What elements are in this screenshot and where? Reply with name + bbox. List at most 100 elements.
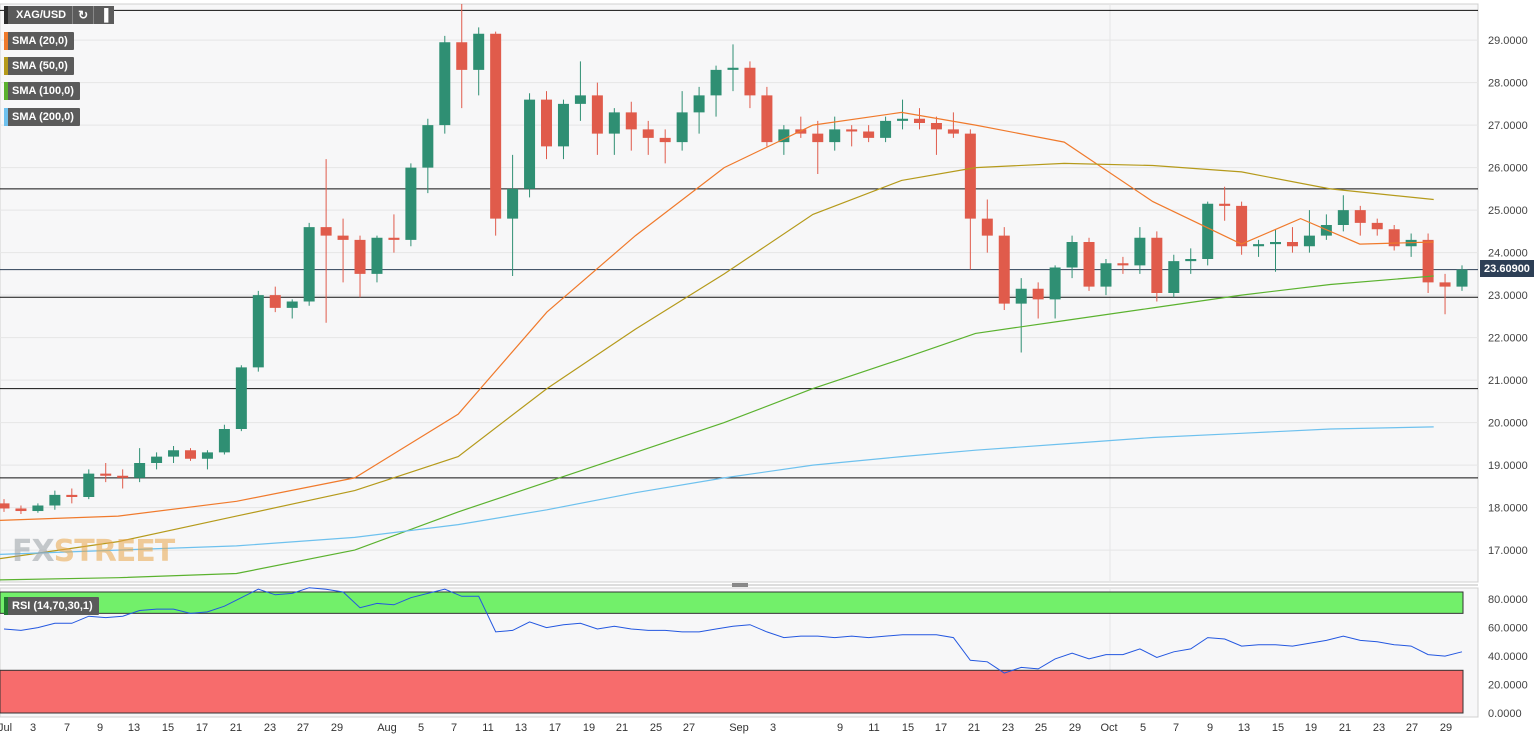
- y-tick-label: 27.0000: [1488, 120, 1528, 132]
- candle-body: [473, 33, 485, 70]
- candle-body: [1134, 237, 1146, 266]
- candle-body: [32, 505, 44, 512]
- x-tick-label: 21: [616, 722, 628, 734]
- y-tick-label: 21.0000: [1488, 375, 1528, 387]
- symbol-bar[interactable]: XAG/USD ↻ ▐: [4, 6, 115, 24]
- rsi-swatch: [4, 597, 8, 615]
- y-tick-label: 23.0000: [1488, 290, 1528, 302]
- candle-body: [49, 494, 61, 506]
- rsi-line: [3, 587, 1463, 674]
- sma20-legend[interactable]: SMA (20,0): [4, 32, 74, 50]
- candle-body: [218, 429, 230, 453]
- x-tick-label: 9: [837, 722, 843, 734]
- candle-body: [880, 120, 892, 138]
- candle-body: [1083, 242, 1095, 287]
- x-tick-label: 27: [1406, 722, 1418, 734]
- candle-body: [439, 42, 451, 126]
- last-price-label: 23.60900: [1480, 260, 1534, 277]
- candle-body: [100, 473, 112, 476]
- sma50-legend[interactable]: SMA (50,0): [4, 57, 74, 75]
- candle-body: [1439, 282, 1451, 287]
- y-tick-label: 29.0000: [1488, 35, 1528, 47]
- rsi-tick-label: 20.0000: [1488, 680, 1528, 692]
- candle-body: [1270, 242, 1282, 245]
- x-tick-label: 3: [770, 722, 776, 734]
- x-tick-label: 11: [482, 722, 493, 734]
- x-tick-label: 21: [968, 722, 980, 734]
- candle-body: [1049, 267, 1061, 300]
- y-tick-label: 26.0000: [1488, 163, 1528, 175]
- candle-body: [286, 301, 298, 308]
- rsi-tick-label: 60.0000: [1488, 623, 1528, 635]
- candle-body: [1151, 237, 1163, 293]
- x-tick-label: 19: [583, 722, 595, 734]
- candle-body: [676, 112, 688, 143]
- y-tick-label: 28.0000: [1488, 78, 1528, 90]
- sma200-line: [0, 426, 1434, 555]
- x-tick-label: 11: [868, 722, 879, 734]
- candle-body: [1388, 229, 1400, 247]
- x-tick-label: 21: [1339, 722, 1351, 734]
- candle-body: [388, 237, 400, 240]
- x-tick-label: 29: [331, 722, 343, 734]
- candle-body: [1117, 263, 1129, 266]
- candle-body: [1100, 263, 1112, 287]
- rsi-legend[interactable]: RSI (14,70,30,1): [4, 597, 99, 615]
- candle-body: [761, 95, 773, 143]
- x-tick-label: 29: [1069, 722, 1081, 734]
- candle-body: [303, 227, 315, 302]
- candle-body: [541, 99, 553, 147]
- sma200-legend[interactable]: SMA (200,0): [4, 108, 80, 126]
- sma100-swatch: [4, 82, 8, 100]
- x-tick-label: Oct: [1100, 722, 1117, 734]
- candle-body: [83, 473, 95, 497]
- x-tick-label: 25: [1035, 722, 1047, 734]
- candle-body: [1168, 261, 1180, 293]
- sma20-line: [0, 111, 1434, 521]
- sma100-legend[interactable]: SMA (100,0): [4, 82, 80, 100]
- x-tick-label: 7: [64, 722, 70, 734]
- x-tick-label: 27: [683, 722, 695, 734]
- x-tick-label: 23: [1002, 722, 1014, 734]
- candle-body: [1253, 244, 1265, 247]
- chart-type-icon[interactable]: ▐: [93, 6, 114, 24]
- candle-body: [1354, 210, 1366, 223]
- x-tick-label: 5: [1140, 722, 1146, 734]
- candle-body: [0, 503, 10, 509]
- x-tick-label: 15: [1272, 722, 1284, 734]
- x-tick-label: 23: [1373, 722, 1385, 734]
- candle-body: [524, 99, 536, 189]
- candle-body: [151, 456, 163, 463]
- candle-body: [913, 118, 925, 123]
- candle-body: [591, 95, 603, 134]
- candle-body: [456, 42, 468, 70]
- candle-body: [812, 133, 824, 143]
- x-tick-label: 17: [196, 722, 208, 734]
- candle-body: [252, 295, 264, 368]
- candle-body: [507, 188, 519, 219]
- x-tick-label: 13: [515, 722, 527, 734]
- candle-body: [1371, 222, 1383, 230]
- price-pane: [0, 3, 1479, 583]
- candle-body: [981, 218, 993, 236]
- y-tick-label: 20.0000: [1488, 418, 1528, 430]
- candle-body: [710, 69, 722, 96]
- refresh-icon[interactable]: ↻: [72, 6, 93, 24]
- candle-body: [371, 237, 383, 274]
- x-tick-label: Sep: [729, 722, 749, 734]
- candle-body: [320, 227, 332, 236]
- candle-body: [557, 103, 569, 147]
- candle-body: [693, 95, 705, 113]
- candle-body: [1219, 203, 1231, 206]
- sma50-swatch: [4, 57, 8, 75]
- candle-body: [168, 450, 180, 457]
- x-tick-label: 29: [1440, 722, 1452, 734]
- y-tick-label: 24.0000: [1488, 248, 1528, 260]
- candle-body: [778, 129, 790, 143]
- y-tick-label: 19.0000: [1488, 460, 1528, 472]
- fxstreet-watermark: FXSTREET: [12, 534, 175, 569]
- candle-body: [117, 475, 129, 478]
- candle-body: [490, 33, 502, 219]
- y-tick-label: 22.0000: [1488, 333, 1528, 345]
